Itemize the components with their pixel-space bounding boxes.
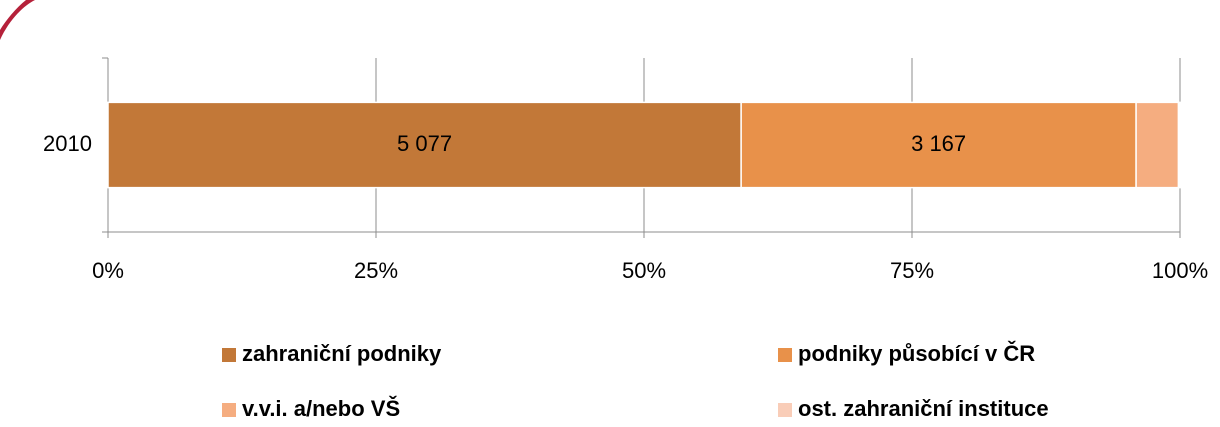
logo-swoosh <box>0 0 35 40</box>
legend-label: v.v.i. a/nebo VŠ <box>242 396 400 421</box>
legend-swatch <box>222 403 236 417</box>
x-tick-label: 100% <box>1152 258 1208 283</box>
y-tick-label: 2010 <box>43 131 92 156</box>
legend-label: ost. zahraniční instituce <box>798 396 1049 421</box>
bar-segment <box>107 101 742 189</box>
legend-swatch <box>222 348 236 362</box>
x-tick-label: 50% <box>622 258 666 283</box>
bar-segment <box>740 101 1137 189</box>
data-label: 5 077 <box>397 131 452 156</box>
x-tick-label: 25% <box>354 258 398 283</box>
x-tick-label: 0% <box>92 258 124 283</box>
data-label: 3 167 <box>911 131 966 156</box>
bar-segment <box>1177 101 1181 189</box>
legend-label: zahraniční podniky <box>242 341 442 366</box>
bar-segment <box>1135 101 1180 189</box>
legend-label: podniky působící v ČR <box>798 341 1035 366</box>
legend-swatch <box>778 348 792 362</box>
legend-swatch <box>778 403 792 417</box>
x-tick-label: 75% <box>890 258 934 283</box>
